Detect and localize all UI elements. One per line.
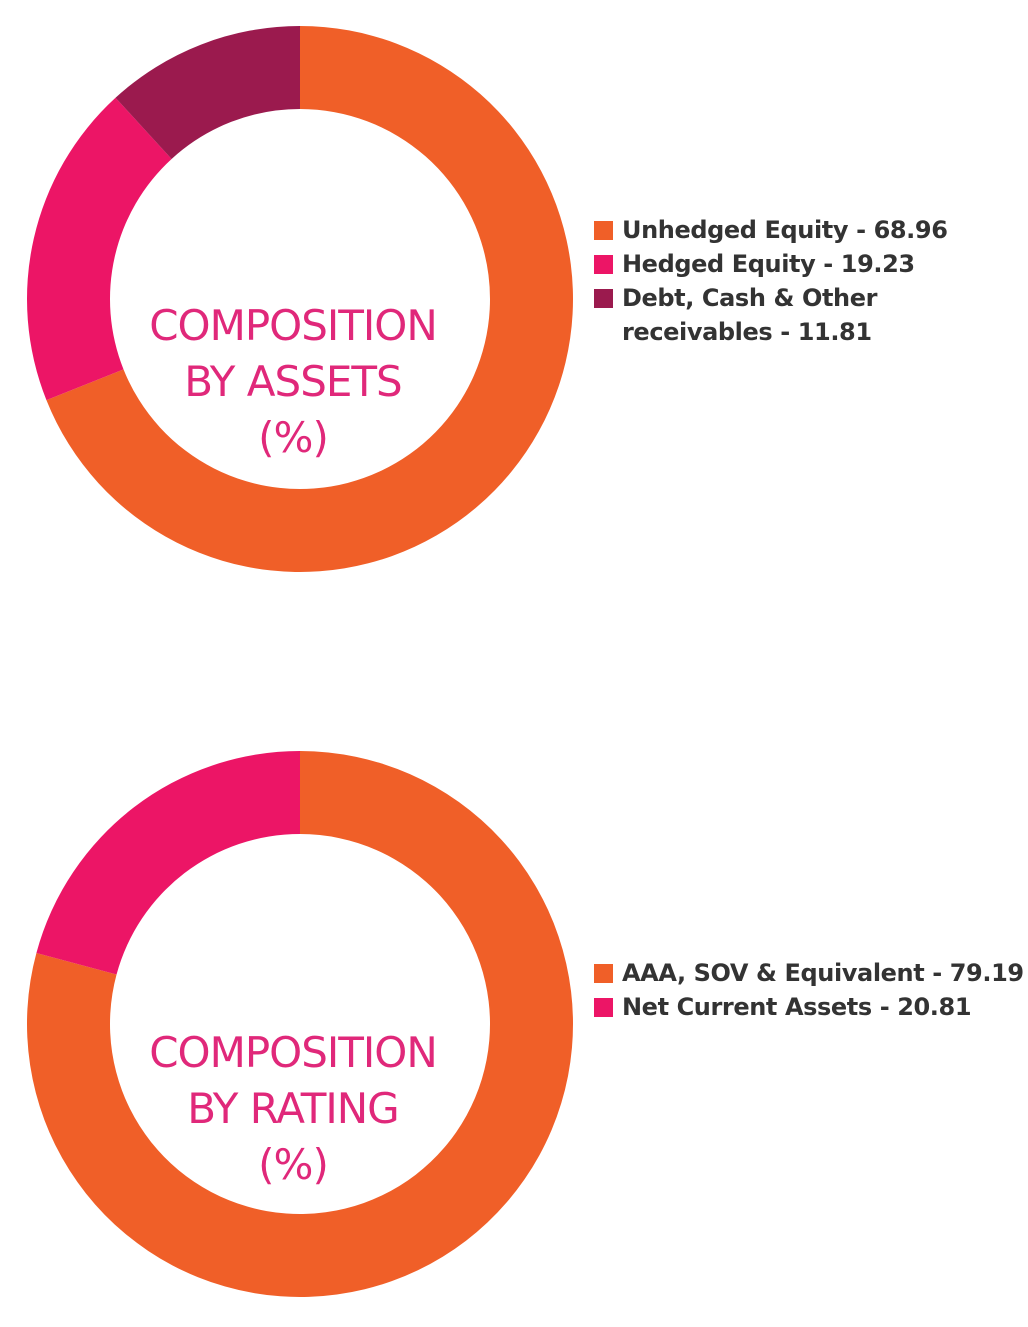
- assets-donut: [26, 26, 574, 572]
- assets-center-label: COMPOSITION BY ASSETS (%): [73, 298, 513, 466]
- assets-donut-chart: COMPOSITION BY ASSETS (%) Unhedged Equit…: [0, 0, 1028, 620]
- rating-legend: AAA, SOV & Equivalent - 79.19 Net Curren…: [594, 956, 1024, 1024]
- legend-item-hedged-equity: Hedged Equity - 19.23: [594, 247, 1024, 281]
- legend-item-debt-cash-other: Debt, Cash & Other receivables - 11.81: [594, 281, 1024, 349]
- legend-item-net-current-assets: Net Current Assets - 20.81: [594, 990, 1024, 1024]
- slice-hedged-equity: [26, 97, 172, 401]
- assets-center-line-2: BY ASSETS: [184, 357, 402, 406]
- legend-swatch-unhedged-equity: [594, 221, 613, 240]
- slice-debt-cash-other-receivables: [115, 26, 300, 159]
- assets-legend: Unhedged Equity - 68.96 Hedged Equity - …: [594, 213, 1024, 349]
- legend-label-hedged-equity: Hedged Equity - 19.23: [622, 250, 915, 278]
- assets-center-line-1: COMPOSITION: [149, 301, 438, 350]
- legend-swatch-hedged-equity: [594, 255, 613, 274]
- legend-label-aaa-sov: AAA, SOV & Equivalent - 79.19: [622, 959, 1024, 987]
- slice-unhedged-equity: [46, 26, 574, 572]
- rating-center-line-2: BY RATING: [187, 1084, 399, 1133]
- legend-item-unhedged-equity: Unhedged Equity - 68.96: [594, 213, 1024, 247]
- slice-aaa-sov-equivalent: [26, 751, 573, 1297]
- rating-donut-chart: COMPOSITION BY RATING (%) AAA, SOV & Equ…: [0, 725, 1028, 1327]
- rating-center-label: COMPOSITION BY RATING (%): [73, 1025, 513, 1193]
- legend-swatch-aaa-sov: [594, 964, 613, 983]
- rating-center-line-1: COMPOSITION: [149, 1028, 438, 1077]
- legend-label-debt-cash-other: Debt, Cash & Other receivables - 11.81: [622, 284, 878, 346]
- legend-swatch-debt-cash-other: [594, 289, 613, 308]
- rating-donut: [26, 751, 573, 1297]
- assets-center-line-3: (%): [258, 413, 329, 462]
- legend-label-unhedged-equity: Unhedged Equity - 68.96: [622, 216, 948, 244]
- rating-center-line-3: (%): [258, 1140, 329, 1189]
- legend-label-net-current-assets: Net Current Assets - 20.81: [622, 993, 972, 1021]
- slice-net-current-assets: [36, 751, 300, 975]
- legend-item-aaa-sov: AAA, SOV & Equivalent - 79.19: [594, 956, 1024, 990]
- legend-swatch-net-current-assets: [594, 998, 613, 1017]
